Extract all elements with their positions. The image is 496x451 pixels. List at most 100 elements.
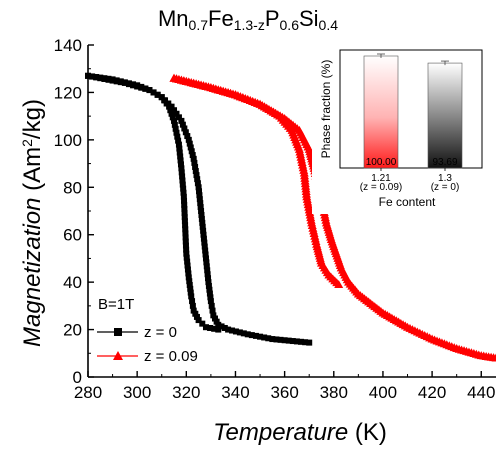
data-point: [177, 161, 184, 168]
title-element-1: Fe: [208, 6, 234, 31]
data-point: [161, 97, 168, 104]
data-point: [172, 125, 179, 132]
y-tick-label: 120: [54, 83, 82, 102]
inset-y-axis-label: Phase fraction (%): [319, 60, 333, 159]
data-point: [146, 87, 153, 94]
data-point: [177, 153, 184, 160]
data-point: [269, 336, 276, 343]
data-point: [218, 323, 225, 330]
y-tick-label: 20: [63, 321, 82, 340]
data-point: [184, 258, 191, 265]
data-point: [150, 89, 157, 96]
data-point: [197, 200, 204, 207]
data-point: [183, 250, 190, 257]
data-point: [196, 192, 203, 199]
data-point: [184, 133, 191, 140]
data-point: [202, 255, 209, 262]
inset-category-label: 1.21: [371, 173, 391, 184]
data-point: [181, 197, 188, 204]
inset-background: [312, 44, 496, 214]
data-point: [185, 274, 192, 281]
data-point: [93, 74, 100, 81]
inset-bar: [427, 62, 463, 169]
data-point: [265, 335, 272, 342]
data-point: [185, 270, 192, 277]
x-tick-label: 440: [467, 383, 495, 402]
inset-x-axis-label: Fe content: [379, 195, 436, 209]
data-point: [240, 330, 247, 337]
legend-marker: [113, 351, 123, 360]
data-point: [181, 210, 188, 217]
title-subscript-2: 0.6: [279, 17, 299, 33]
data-point: [179, 177, 186, 184]
data-point: [182, 234, 189, 241]
chart-title: Mn0.7Fe1.3-zP0.6Si0.4: [0, 6, 496, 33]
x-tick-label: 420: [418, 383, 446, 402]
data-point: [85, 72, 91, 79]
data-point: [200, 227, 207, 234]
data-point: [196, 188, 203, 195]
data-point: [199, 223, 206, 230]
data-point: [188, 148, 195, 155]
data-point: [171, 117, 178, 124]
data-point: [130, 82, 137, 89]
data-point: [215, 321, 222, 328]
data-point: [195, 184, 202, 191]
data-point: [101, 75, 108, 82]
data-point: [196, 196, 203, 203]
data-point: [207, 324, 214, 331]
x-axis-label-unit: (K): [348, 419, 387, 446]
data-point: [206, 290, 213, 297]
data-point: [186, 140, 193, 147]
data-point: [192, 168, 199, 175]
inset-frame: [339, 49, 483, 169]
data-point: [211, 325, 218, 332]
data-point: [182, 226, 189, 233]
data-point: [171, 121, 178, 128]
data-point: [289, 338, 296, 345]
legend-label: z = 0: [144, 324, 177, 341]
data-point: [175, 137, 182, 144]
data-point: [244, 331, 251, 338]
data-point: [125, 81, 132, 88]
data-point: [179, 181, 186, 188]
legend-label: z = 0.09: [144, 348, 198, 365]
data-point: [171, 107, 178, 114]
data-point: [198, 208, 205, 214]
data-point: [179, 173, 186, 180]
data-point: [121, 79, 128, 86]
data-point: [229, 327, 236, 334]
data-point: [193, 172, 200, 179]
data-point: [189, 298, 196, 305]
data-point: [181, 205, 188, 212]
data-point: [202, 251, 209, 258]
data-point: [201, 239, 208, 246]
data-point: [281, 337, 288, 344]
title-element-3: Si: [298, 6, 319, 31]
data-point: [179, 121, 186, 128]
data-point: [182, 222, 189, 229]
data-point: [182, 230, 189, 237]
data-point: [203, 259, 210, 266]
data-point: [182, 129, 189, 136]
data-point: [273, 336, 280, 343]
data-point: [176, 145, 183, 152]
y-tick-label: 80: [63, 178, 82, 197]
inset-bar: [363, 55, 399, 169]
x-tick-label: 380: [320, 383, 348, 402]
data-point: [181, 201, 188, 208]
y-axis-label-name: Magnetization: [19, 198, 46, 347]
data-point: [211, 315, 218, 322]
title-subscript-1: 1.3-z: [233, 17, 265, 33]
data-point: [97, 75, 104, 82]
x-tick-label: 340: [221, 383, 249, 402]
data-point: [209, 307, 216, 314]
data-point: [173, 129, 180, 136]
data-point: [198, 211, 205, 218]
data-point: [167, 107, 174, 114]
title-subscript-3: 0.4: [318, 17, 339, 33]
data-point: [205, 275, 212, 282]
main-plot-area: 280 300 320 340 360 380 400 420 440 0 20 40 60 80 100 1…: [19, 36, 496, 446]
y-axis-label-unit-end: /kg): [19, 99, 46, 139]
legend-marker: [114, 328, 122, 336]
